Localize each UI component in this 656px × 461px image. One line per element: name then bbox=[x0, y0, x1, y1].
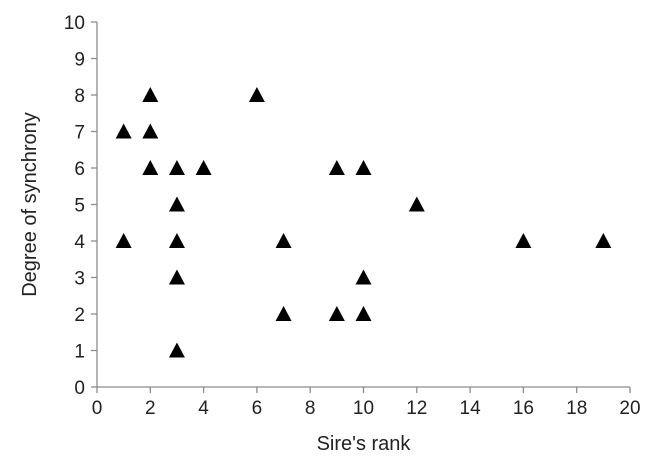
data-point-triangle bbox=[248, 87, 265, 102]
data-point-triangle bbox=[168, 269, 185, 285]
y-tick-label: 3 bbox=[74, 269, 85, 290]
data-point-triangle bbox=[168, 233, 185, 248]
data-point-triangle bbox=[168, 196, 185, 212]
y-tick-label: 8 bbox=[74, 86, 85, 107]
y-tick-label: 0 bbox=[74, 378, 85, 399]
data-point-triangle bbox=[408, 196, 425, 212]
x-axis-title: Sire's rank bbox=[317, 433, 412, 455]
data-point-triangle bbox=[328, 306, 345, 321]
data-point-triangle bbox=[595, 233, 612, 248]
y-tick-label: 5 bbox=[74, 196, 85, 217]
data-point-triangle bbox=[275, 306, 292, 321]
x-tick-label: 12 bbox=[406, 398, 427, 419]
y-tick-label: 9 bbox=[74, 50, 85, 71]
data-point-triangle bbox=[142, 123, 159, 139]
x-tick-label: 0 bbox=[92, 398, 103, 419]
data-point-triangle bbox=[142, 160, 159, 175]
x-tick-label: 8 bbox=[305, 398, 316, 419]
data-point-triangle bbox=[355, 269, 372, 285]
y-tick-label: 6 bbox=[74, 159, 85, 180]
data-point-triangle bbox=[168, 160, 185, 175]
data-point-triangle bbox=[195, 160, 212, 175]
x-tick-label: 4 bbox=[198, 398, 209, 419]
y-tick-label: 4 bbox=[74, 232, 85, 253]
data-points bbox=[115, 87, 612, 358]
x-tick-label: 14 bbox=[460, 398, 482, 419]
data-point-triangle bbox=[355, 160, 372, 175]
x-tick-label: 10 bbox=[353, 398, 374, 419]
data-point-triangle bbox=[515, 233, 532, 248]
data-point-triangle bbox=[328, 160, 345, 175]
x-tick-label: 20 bbox=[619, 398, 640, 419]
x-tick-label: 6 bbox=[252, 398, 263, 419]
y-axis-title: Degree of synchrony bbox=[19, 112, 41, 297]
y-tick-label: 2 bbox=[74, 305, 85, 326]
data-point-triangle bbox=[275, 233, 292, 248]
data-point-triangle bbox=[168, 342, 185, 358]
data-point-triangle bbox=[115, 123, 132, 139]
x-tick-label: 16 bbox=[513, 398, 534, 419]
y-tick-label: 10 bbox=[64, 13, 85, 34]
y-tick-label: 1 bbox=[74, 342, 85, 363]
data-point-triangle bbox=[355, 306, 372, 321]
data-point-triangle bbox=[115, 233, 132, 248]
data-point-triangle bbox=[142, 87, 159, 102]
x-ticks: 0 2 4 6 8 10 12 14 16 18 20 bbox=[92, 387, 641, 419]
x-tick-label: 2 bbox=[145, 398, 156, 419]
y-tick-label: 7 bbox=[74, 123, 85, 144]
y-ticks: 0 1 2 3 4 5 6 7 8 9 10 bbox=[64, 13, 97, 399]
x-tick-label: 18 bbox=[566, 398, 587, 419]
